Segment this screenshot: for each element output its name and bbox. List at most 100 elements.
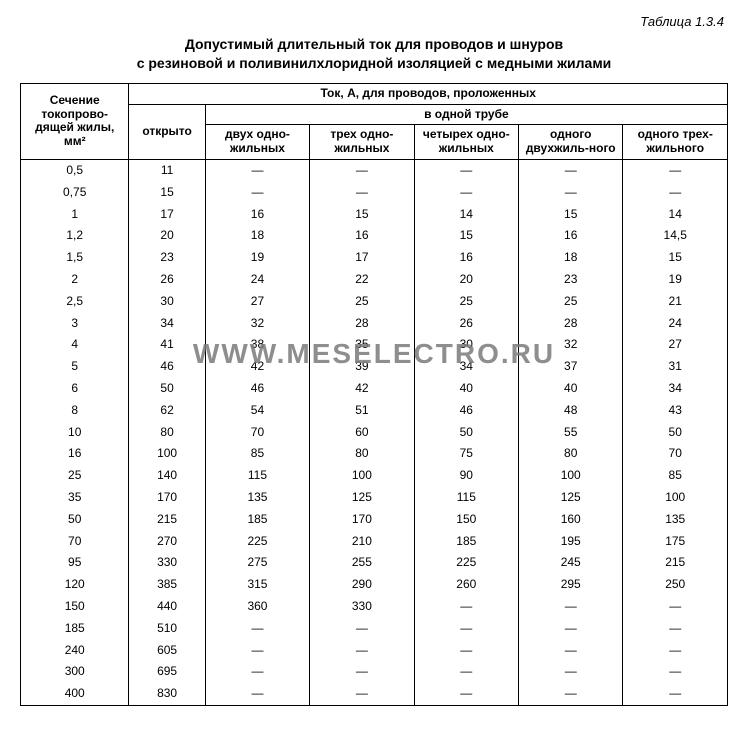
table-row: 2262422202319 [21,269,728,291]
cell-c4: — [519,182,623,204]
cell-c5: 85 [623,465,728,487]
cell-open: 20 [129,225,205,247]
cell-c1: 85 [205,443,309,465]
cell-c3: 50 [414,422,518,444]
cell-section: 1,5 [21,247,129,269]
cell-c2: — [310,182,414,204]
cell-c3: 75 [414,443,518,465]
cell-c2: 80 [310,443,414,465]
cell-c1: 16 [205,204,309,226]
cell-c5: 50 [623,422,728,444]
cell-c4: — [519,618,623,640]
cell-c4: — [519,640,623,662]
cell-c2: 125 [310,487,414,509]
cell-c1: 360 [205,596,309,618]
cell-c2: 290 [310,574,414,596]
table-row: 3343228262824 [21,313,728,335]
table-row: 10807060505550 [21,422,728,444]
cell-c4: 100 [519,465,623,487]
cell-section: 16 [21,443,129,465]
table-row: 50215185170150160135 [21,509,728,531]
cell-c5: 175 [623,531,728,553]
cell-c2: 255 [310,552,414,574]
cell-c2: 39 [310,356,414,378]
cell-section: 0,75 [21,182,129,204]
cell-c1: 46 [205,378,309,400]
cell-c1: 18 [205,225,309,247]
cell-c1: 42 [205,356,309,378]
table-row: 300695————— [21,661,728,683]
cell-section: 1,2 [21,225,129,247]
table-body: 0,511—————0,7515—————11716151415141,2201… [21,159,728,705]
cell-c3: 25 [414,291,518,313]
cell-c3: 40 [414,378,518,400]
table-row: 95330275255225245215 [21,552,728,574]
cell-c3: 46 [414,400,518,422]
cell-open: 46 [129,356,205,378]
table-header: Сечение токопрово-дящей жилы, мм² Ток, А… [21,83,728,159]
cell-c2: 22 [310,269,414,291]
table-row: 240605————— [21,640,728,662]
cell-c5: 14 [623,204,728,226]
cell-c4: — [519,596,623,618]
table-title: Допустимый длительный ток для проводов и… [20,35,728,73]
cell-c5: — [623,618,728,640]
cell-section: 6 [21,378,129,400]
cell-section: 8 [21,400,129,422]
cell-c1: 115 [205,465,309,487]
cell-c2: — [310,683,414,705]
cell-c1: 27 [205,291,309,313]
cell-c2: — [310,640,414,662]
cell-section: 300 [21,661,129,683]
cell-section: 185 [21,618,129,640]
header-current: Ток, А, для проводов, проложенных [129,83,728,104]
cell-c2: 25 [310,291,414,313]
header-section: Сечение токопрово-дящей жилы, мм² [21,83,129,159]
cell-c4: — [519,159,623,181]
title-line-2: с резиновой и поливинилхлоридной изоляци… [137,55,612,71]
table-row: 8625451464843 [21,400,728,422]
cell-c1: — [205,618,309,640]
cell-open: 41 [129,334,205,356]
cell-c1: 185 [205,509,309,531]
cell-open: 440 [129,596,205,618]
title-line-1: Допустимый длительный ток для проводов и… [185,36,563,52]
cell-c2: 170 [310,509,414,531]
cell-c5: 31 [623,356,728,378]
cell-open: 140 [129,465,205,487]
cell-c5: 34 [623,378,728,400]
cell-c3: 115 [414,487,518,509]
cell-c4: 25 [519,291,623,313]
cell-open: 17 [129,204,205,226]
cell-c1: — [205,661,309,683]
cell-section: 1 [21,204,129,226]
cell-c1: 275 [205,552,309,574]
cell-c5: 100 [623,487,728,509]
cell-c5: — [623,683,728,705]
cell-open: 170 [129,487,205,509]
cell-c4: — [519,661,623,683]
table-row: 70270225210185195175 [21,531,728,553]
cell-c2: 35 [310,334,414,356]
cell-c4: 48 [519,400,623,422]
cell-section: 10 [21,422,129,444]
cell-open: 50 [129,378,205,400]
cell-c5: 43 [623,400,728,422]
header-sub-c2: трех одно-жильных [310,125,414,160]
cell-section: 2 [21,269,129,291]
cell-c4: 125 [519,487,623,509]
cell-c4: 160 [519,509,623,531]
cell-c5: — [623,159,728,181]
cell-c5: — [623,640,728,662]
cell-section: 5 [21,356,129,378]
cell-c4: 80 [519,443,623,465]
cell-open: 62 [129,400,205,422]
cell-c1: 19 [205,247,309,269]
cell-c1: — [205,683,309,705]
cell-c4: 40 [519,378,623,400]
cell-c2: — [310,159,414,181]
cell-c2: 15 [310,204,414,226]
cell-section: 400 [21,683,129,705]
table-row: 0,511————— [21,159,728,181]
table-number: Таблица 1.3.4 [20,14,724,29]
